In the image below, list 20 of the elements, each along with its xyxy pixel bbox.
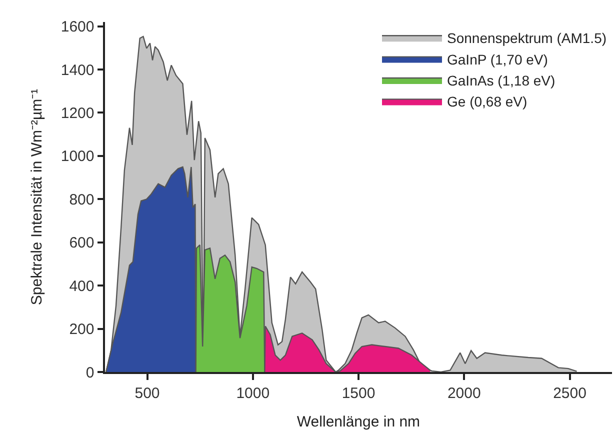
y-tick-label: 1600 bbox=[60, 18, 94, 36]
legend-label: Sonnenspektrum (AM1.5) bbox=[447, 30, 607, 46]
y-tick-label: 1400 bbox=[60, 62, 94, 79]
y-tick-label: 0 bbox=[86, 364, 94, 382]
x-tick-label: 500 bbox=[134, 384, 160, 402]
y-tick-label: 800 bbox=[69, 191, 94, 208]
x-tick-label: 2000 bbox=[447, 384, 481, 402]
y-axis-title: Spektrale Intensität in Wm⁻²µm⁻¹ bbox=[28, 88, 46, 306]
y-tick-label: 200 bbox=[69, 321, 94, 338]
x-tick-label: 1000 bbox=[236, 384, 270, 402]
x-tick-label: 1500 bbox=[342, 384, 376, 402]
legend-label: GaInAs (1,18 eV) bbox=[447, 72, 556, 88]
x-tick-label: 2500 bbox=[553, 384, 586, 402]
y-tick-label: 1200 bbox=[60, 104, 94, 122]
y-tick-label: 1000 bbox=[60, 148, 94, 166]
y-tick-label: 600 bbox=[69, 234, 94, 252]
x-axis-title: Wellenlänge in nm bbox=[296, 413, 420, 430]
y-tick-label: 400 bbox=[69, 278, 94, 295]
legend-label: Ge (0,68 eV) bbox=[447, 94, 528, 110]
legend-label: GaInP (1,70 eV) bbox=[447, 51, 548, 68]
